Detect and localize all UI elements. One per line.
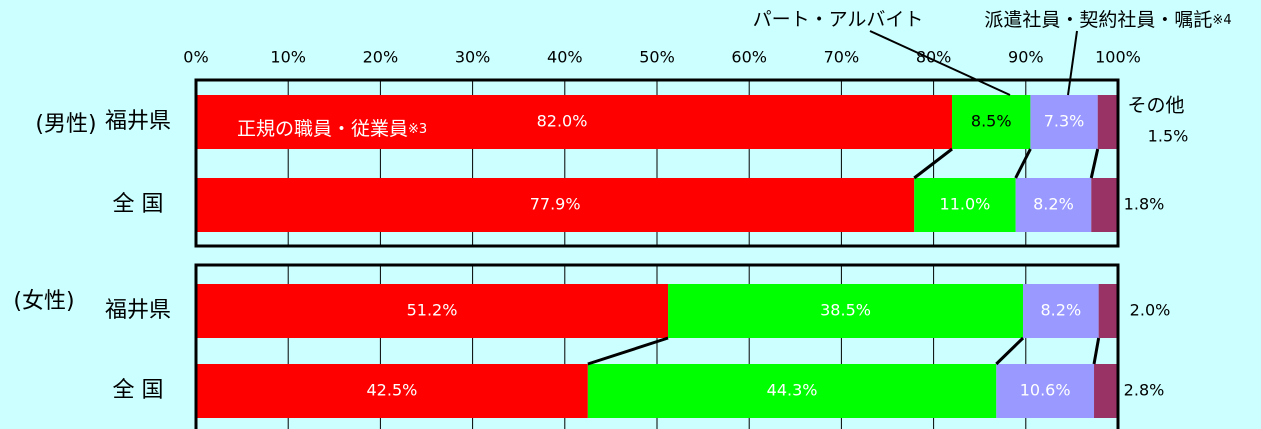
part-callout-line	[869, 30, 1011, 96]
connector-line	[995, 336, 1025, 366]
group-label: (男性)	[35, 112, 96, 137]
series-label-dispatch: 派遣社員・契約社員・嘱託※4	[984, 9, 1231, 31]
x-tick-label: 10%	[270, 48, 306, 67]
value-label-other: 1.5%	[1148, 127, 1189, 146]
connector-line	[587, 336, 669, 366]
regular-segment	[196, 284, 669, 338]
part-segment	[587, 364, 997, 418]
row-label: 全 国	[113, 192, 164, 217]
x-tick-label: 100%	[1095, 48, 1141, 67]
value-label: 51.2%	[407, 301, 458, 320]
x-tick-label: 50%	[639, 48, 675, 67]
value-label-other: 2.8%	[1124, 381, 1165, 400]
connector-line	[1089, 148, 1100, 179]
value-label-other: 1.8%	[1124, 195, 1165, 214]
value-label: 8.2%	[1033, 195, 1074, 214]
regular-segment	[196, 178, 915, 232]
row-label: 福井県	[105, 298, 171, 323]
value-label: 77.9%	[530, 195, 581, 214]
x-tick-label: 60%	[731, 48, 767, 67]
dispatch-segment	[1023, 284, 1099, 338]
row-label: 全 国	[113, 378, 164, 403]
frame-layer	[194, 78, 1120, 429]
other-segment	[1097, 95, 1118, 149]
part-segment	[952, 95, 1031, 149]
connector-layer	[587, 30, 1101, 366]
group-frame	[194, 263, 1120, 429]
connector-line	[1092, 337, 1101, 365]
series-label-part: パート・アルバイト	[753, 9, 924, 31]
x-tick-label: 80%	[916, 48, 952, 67]
x-tick-label: 30%	[455, 48, 491, 67]
group-frame	[194, 78, 1120, 248]
series-label-other: その他	[1127, 95, 1184, 117]
value-label: 82.0%	[537, 112, 588, 131]
connector-line	[913, 147, 953, 180]
value-label: 11.0%	[940, 195, 991, 214]
dispatch-callout-line	[1067, 30, 1078, 96]
regular-segment	[196, 95, 953, 149]
dispatch-segment	[1015, 178, 1092, 232]
value-label: 8.5%	[971, 112, 1012, 131]
value-label: 8.2%	[1041, 301, 1082, 320]
part-segment	[668, 284, 1024, 338]
other-segment	[1094, 364, 1118, 418]
dispatch-segment	[996, 364, 1095, 418]
series-label-regular: 正規の職員・従業員※3	[237, 118, 427, 140]
x-tick-label: 0%	[183, 48, 208, 67]
connector-line	[1014, 148, 1032, 179]
group-label: (女性)	[13, 289, 74, 314]
x-tick-label: 90%	[1008, 48, 1044, 67]
value-label: 44.3%	[767, 381, 818, 400]
regular-segment	[196, 364, 588, 418]
bar-layer	[196, 95, 1118, 418]
row-label: 福井県	[105, 109, 171, 134]
value-label: 38.5%	[820, 301, 871, 320]
value-label-other: 2.0%	[1130, 301, 1171, 320]
x-tick-label: 40%	[547, 48, 583, 67]
other-segment	[1098, 284, 1118, 338]
value-label: 7.3%	[1044, 112, 1085, 131]
value-label: 42.5%	[367, 381, 418, 400]
x-tick-label: 70%	[824, 48, 860, 67]
other-segment	[1091, 178, 1118, 232]
x-tick-label: 20%	[363, 48, 399, 67]
dispatch-segment	[1030, 95, 1098, 149]
value-label: 10.6%	[1020, 381, 1071, 400]
part-segment	[914, 178, 1016, 232]
